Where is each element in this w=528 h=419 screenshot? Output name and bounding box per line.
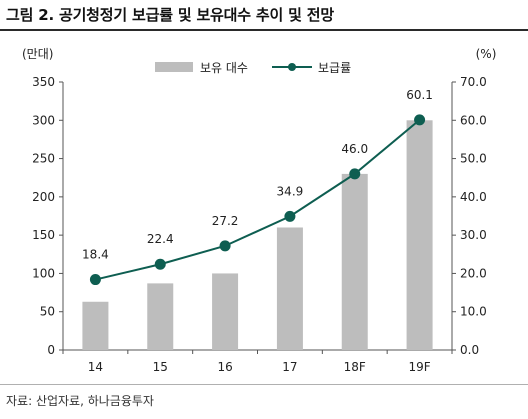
right-tick-label: 30.0 bbox=[460, 228, 487, 242]
chart-title: 그림 2. 공기청정기 보급률 및 보유대수 추이 및 전망 bbox=[6, 6, 334, 24]
axes-layer: (만대) (%) 0 50 100 150 200 250 300 350 0.0 10.0 20.0 3… bbox=[22, 47, 496, 374]
line-point bbox=[414, 114, 426, 126]
x-tick-label: 16 bbox=[217, 360, 232, 374]
data-label: 27.2 bbox=[212, 214, 239, 228]
line-point bbox=[284, 210, 296, 222]
right-tick-label: 0.0 bbox=[460, 343, 479, 357]
right-tick-label: 10.0 bbox=[460, 305, 487, 319]
bar bbox=[276, 227, 303, 350]
series-line bbox=[95, 119, 421, 281]
left-tick-label: 0 bbox=[47, 343, 55, 357]
line-layer: 18.4 22.4 27.2 34.9 46.0 60.1 bbox=[82, 88, 433, 286]
data-label: 18.4 bbox=[82, 248, 109, 262]
x-tick-label: 18F bbox=[344, 360, 366, 374]
legend: 보유 대수 보급률 bbox=[155, 61, 351, 75]
bar bbox=[82, 301, 109, 350]
legend-label-bar: 보유 대수 bbox=[200, 61, 248, 75]
bar bbox=[341, 173, 368, 350]
line-point bbox=[154, 258, 166, 270]
x-tick-label: 15 bbox=[153, 360, 168, 374]
x-tick-label: 17 bbox=[282, 360, 297, 374]
right-tick-label: 50.0 bbox=[460, 152, 487, 166]
left-tick-label: 250 bbox=[32, 152, 55, 166]
data-label: 34.9 bbox=[277, 184, 304, 198]
line-point bbox=[89, 274, 101, 286]
source-divider bbox=[0, 384, 528, 385]
x-tick-label: 19F bbox=[408, 360, 430, 374]
right-tick-label: 20.0 bbox=[460, 266, 487, 280]
title-divider bbox=[0, 29, 528, 31]
line-point bbox=[349, 168, 361, 180]
data-label: 46.0 bbox=[341, 142, 368, 156]
x-tick-label: 14 bbox=[88, 360, 103, 374]
bar bbox=[147, 283, 174, 350]
bar bbox=[212, 273, 239, 350]
right-tick-label: 70.0 bbox=[460, 75, 487, 89]
legend-swatch-marker bbox=[288, 63, 296, 71]
left-tick-label: 350 bbox=[32, 75, 55, 89]
right-axis-unit: (%) bbox=[476, 47, 497, 61]
left-tick-label: 100 bbox=[32, 266, 55, 280]
legend-label-line: 보급률 bbox=[318, 61, 351, 75]
left-tick-label: 300 bbox=[32, 113, 55, 127]
line-point bbox=[219, 240, 231, 252]
left-tick-label: 50 bbox=[40, 305, 55, 319]
data-label: 60.1 bbox=[406, 88, 433, 102]
data-label: 22.4 bbox=[147, 232, 174, 246]
bars-layer bbox=[82, 120, 433, 351]
left-tick-label: 200 bbox=[32, 190, 55, 204]
bar bbox=[406, 120, 433, 351]
right-tick-label: 40.0 bbox=[460, 190, 487, 204]
left-tick-label: 150 bbox=[32, 228, 55, 242]
combo-chart: (만대) (%) 0 50 100 150 200 250 300 350 0.0 10.0 20.0 3… bbox=[22, 47, 496, 374]
source-note: 자료: 산업자료, 하나금융투자 bbox=[6, 394, 154, 408]
legend-swatch-bar bbox=[155, 62, 193, 72]
left-axis-unit: (만대) bbox=[22, 47, 53, 61]
right-tick-label: 60.0 bbox=[460, 113, 487, 127]
